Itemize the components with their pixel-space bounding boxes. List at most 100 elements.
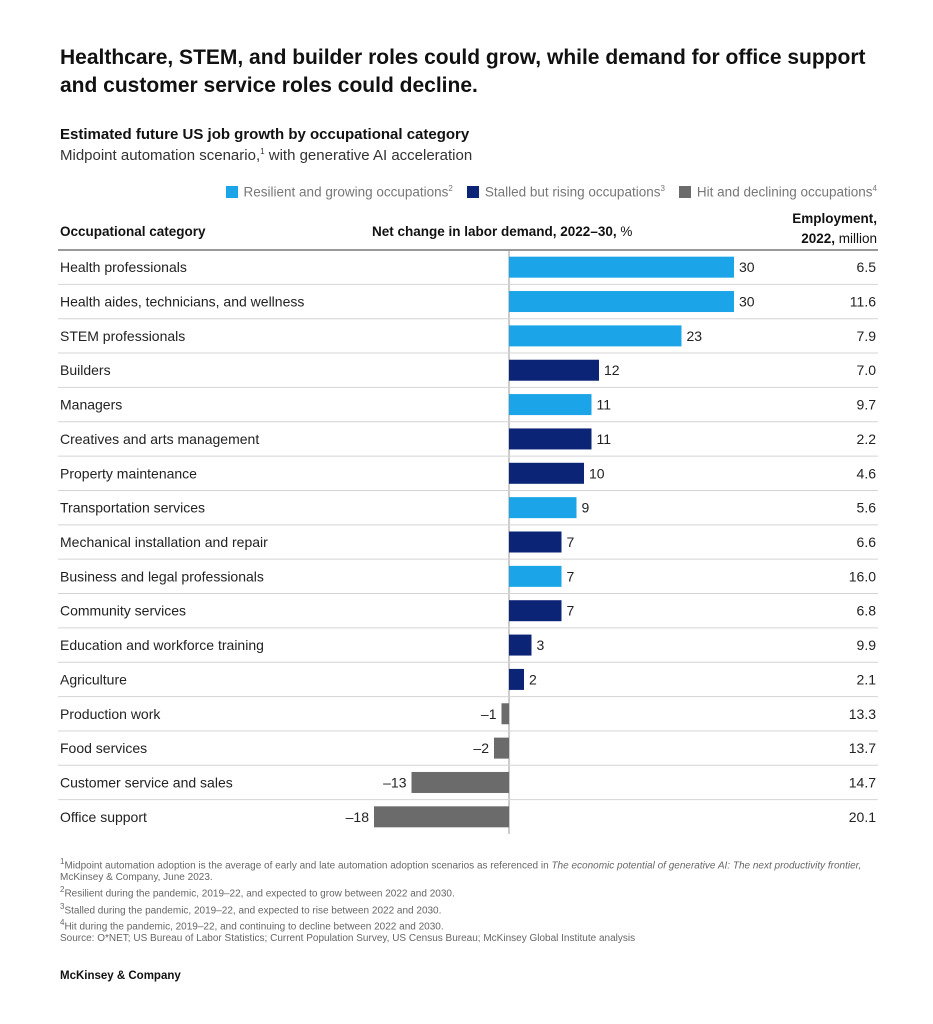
footnote-marker: 4 bbox=[60, 917, 65, 927]
category-label: Customer service and sales bbox=[60, 774, 233, 790]
legend-swatch-hit bbox=[678, 185, 691, 198]
footnote-text: McKinsey & Company, June 2023. bbox=[60, 872, 213, 884]
value-label: –2 bbox=[473, 740, 489, 756]
legend: Resilient and growing occupations2 Stall… bbox=[225, 184, 877, 200]
legend-label-hit: Hit and declining occupations4 bbox=[697, 184, 877, 200]
footnote: 4Hit during the pandemic, 2019–22, and c… bbox=[60, 917, 890, 933]
footnote-marker: 2 bbox=[60, 885, 65, 895]
employment-value: 5.6 bbox=[857, 500, 877, 516]
value-label: 7 bbox=[567, 603, 575, 619]
column-header-change: Net change in labor demand, 2022–30, % bbox=[372, 224, 632, 239]
footnote-text: Hit during the pandemic, 2019–22, and co… bbox=[64, 921, 444, 933]
category-label: Mechanical installation and repair bbox=[60, 534, 268, 550]
bar bbox=[411, 771, 509, 793]
footnote-text: Resilient during the pandemic, 2019–22, … bbox=[64, 888, 455, 900]
employment-value: 4.6 bbox=[857, 465, 877, 481]
chart-subtitle: Midpoint automation scenario,1 with gene… bbox=[60, 147, 472, 164]
employment-value: 13.7 bbox=[849, 740, 876, 756]
category-label: Education and workforce training bbox=[60, 637, 264, 653]
category-label: Production work bbox=[60, 706, 161, 722]
employment-value: 6.6 bbox=[857, 534, 877, 550]
legend-swatch-resilient bbox=[225, 185, 238, 198]
bar bbox=[501, 703, 509, 725]
value-label: 11 bbox=[597, 397, 612, 413]
bar bbox=[509, 256, 734, 278]
employment-value: 20.1 bbox=[849, 809, 876, 825]
column-header-employment-year: 2022, bbox=[801, 231, 835, 246]
legend-footnote-marker: 4 bbox=[872, 184, 877, 193]
bar bbox=[374, 806, 509, 828]
legend-footnote-marker: 2 bbox=[448, 184, 453, 193]
category-label: Property maintenance bbox=[60, 465, 197, 481]
bar bbox=[509, 565, 562, 587]
category-label: Community services bbox=[60, 603, 186, 619]
value-label: 11 bbox=[597, 431, 612, 447]
value-label: –13 bbox=[383, 774, 407, 790]
employment-value: 7.9 bbox=[857, 328, 877, 344]
value-label: –18 bbox=[346, 809, 370, 825]
footnote-italic: The economic potential of generative AI:… bbox=[551, 860, 862, 872]
legend-label-text: Stalled but rising occupations bbox=[484, 184, 661, 200]
category-label: Health professionals bbox=[60, 259, 187, 275]
category-label: Health aides, technicians, and wellness bbox=[60, 294, 304, 310]
bar bbox=[509, 325, 682, 347]
column-header-employment-unit: million bbox=[834, 231, 877, 246]
bar bbox=[509, 394, 592, 416]
footnote: 2Resilient during the pandemic, 2019–22,… bbox=[60, 884, 890, 900]
bar bbox=[509, 291, 734, 313]
legend-footnote-marker: 3 bbox=[660, 184, 665, 193]
subtitle-text: Midpoint automation scenario, bbox=[60, 147, 261, 164]
category-label: STEM professionals bbox=[60, 328, 185, 344]
bar bbox=[509, 634, 532, 656]
employment-value: 9.7 bbox=[857, 397, 877, 413]
bar bbox=[494, 737, 509, 759]
chart-title: Estimated future US job growth by occupa… bbox=[60, 126, 470, 143]
subtitle-tail: with generative AI acceleration bbox=[264, 147, 473, 164]
legend-label-resilient: Resilient and growing occupations2 bbox=[244, 184, 453, 200]
footnote: Source: O*NET; US Bureau of Labor Statis… bbox=[60, 933, 890, 945]
value-label: 9 bbox=[582, 500, 590, 516]
employment-value: 6.8 bbox=[857, 603, 877, 619]
bar bbox=[509, 497, 577, 519]
employment-value: 7.0 bbox=[857, 362, 877, 378]
column-header-category: Occupational category bbox=[60, 224, 206, 239]
legend-label-text: Hit and declining occupations bbox=[696, 184, 873, 200]
value-label: 7 bbox=[567, 534, 575, 550]
legend-label-stalled: Stalled but rising occupations3 bbox=[485, 184, 665, 200]
bar bbox=[509, 600, 562, 622]
employment-value: 9.9 bbox=[857, 637, 877, 653]
value-label: 2 bbox=[529, 671, 537, 687]
employment-value: 2.1 bbox=[857, 671, 877, 687]
category-label: Builders bbox=[60, 362, 111, 378]
legend-label-text: Resilient and growing occupations bbox=[243, 184, 449, 200]
legend-item-hit: Hit and declining occupations4 bbox=[678, 184, 877, 200]
category-label: Food services bbox=[60, 740, 147, 756]
value-label: 10 bbox=[589, 465, 605, 481]
column-header-employment-line1: Employment, bbox=[792, 211, 877, 226]
employment-value: 2.2 bbox=[857, 431, 877, 447]
subtitle-footnote-marker: 1 bbox=[260, 147, 265, 156]
headline: Healthcare, STEM, and builder roles coul… bbox=[60, 46, 866, 97]
value-label: 7 bbox=[567, 568, 575, 584]
value-label: 30 bbox=[739, 294, 755, 310]
footnote-marker: 3 bbox=[60, 901, 65, 911]
legend-item-stalled: Stalled but rising occupations3 bbox=[466, 184, 665, 200]
value-label: 23 bbox=[687, 328, 703, 344]
category-label: Managers bbox=[60, 397, 122, 413]
category-label: Business and legal professionals bbox=[60, 568, 264, 584]
brand-logo-text: McKinsey & Company bbox=[60, 970, 181, 982]
category-label: Transportation services bbox=[60, 500, 205, 516]
bar bbox=[509, 462, 584, 484]
bar bbox=[509, 359, 599, 381]
legend-item-resilient: Resilient and growing occupations2 bbox=[225, 184, 453, 200]
employment-value: 6.5 bbox=[857, 259, 877, 275]
column-header-change-unit: % bbox=[616, 224, 633, 239]
footnote-text: Source: O*NET; US Bureau of Labor Statis… bbox=[60, 933, 636, 945]
employment-value: 13.3 bbox=[849, 706, 876, 722]
footnote-marker: 1 bbox=[60, 857, 65, 866]
category-label: Creatives and arts management bbox=[60, 431, 259, 447]
bar bbox=[509, 531, 562, 553]
column-header-employment-line2: 2022, million bbox=[792, 229, 877, 249]
legend-swatch-stalled bbox=[466, 185, 479, 198]
